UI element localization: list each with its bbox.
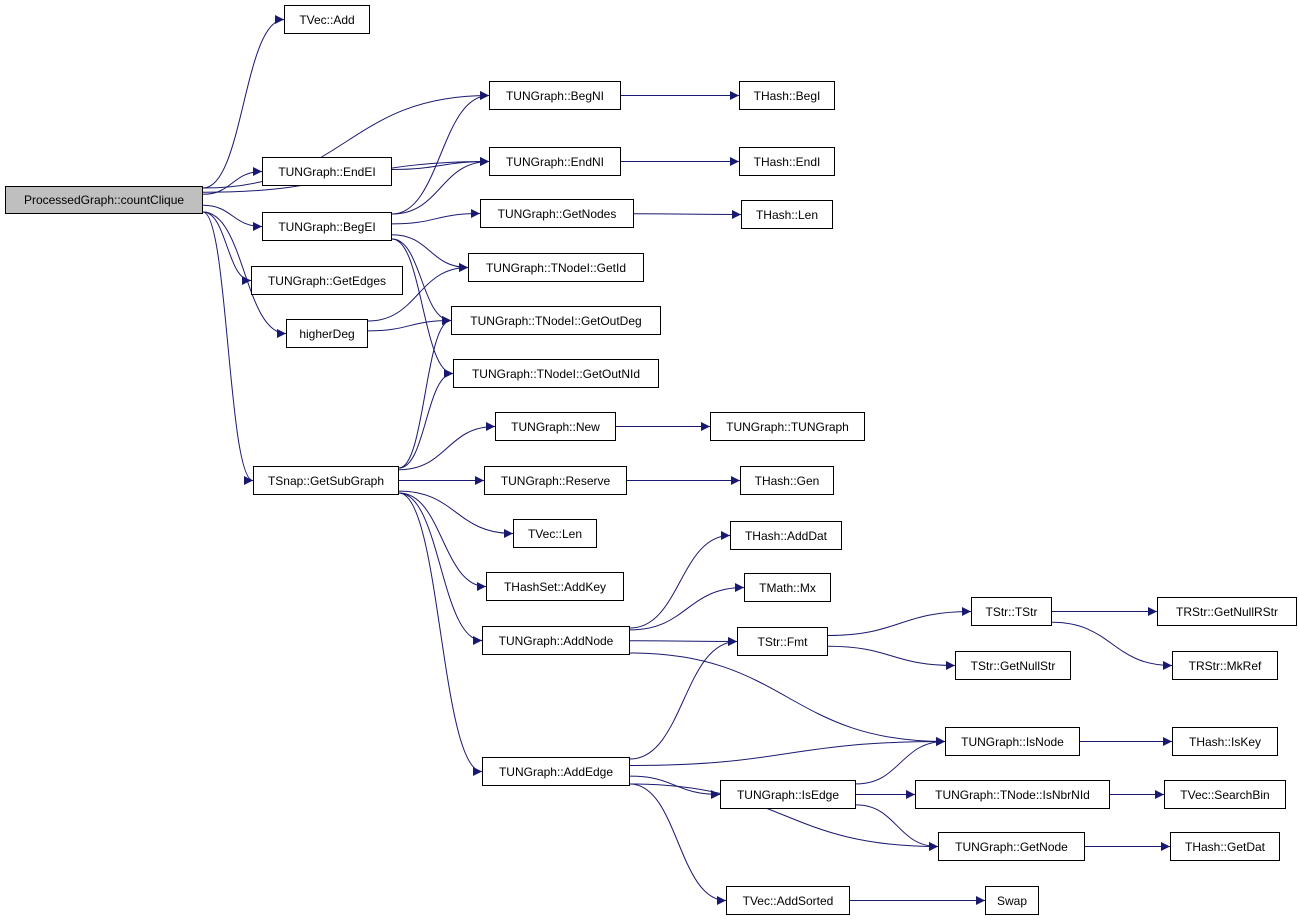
edge-beg-ei-to-beg-ni: [391, 91, 490, 215]
edge-beg-ei-to-get-out-nid: [391, 238, 454, 378]
edge-get-sub-graph-to-new-g: [398, 422, 496, 471]
edge-beg-ei-to-get-nodes: [391, 209, 481, 225]
edge-get-sub-graph-to-get-out-nid: [398, 369, 454, 469]
node-get-null-str[interactable]: TStr::GetNullStr: [955, 651, 1071, 680]
edge-tstr-to-mk-ref: [1051, 621, 1173, 670]
node-get-edges[interactable]: TUNGraph::GetEdges: [251, 266, 403, 295]
node-is-edge[interactable]: TUNGraph::IsEdge: [720, 780, 856, 809]
node-ctor[interactable]: TUNGraph::TUNGraph: [710, 412, 865, 441]
node-vec-add[interactable]: TVec::Add: [284, 5, 370, 34]
node-get-out-nid[interactable]: TUNGraph::TNodeI::GetOutNId: [453, 359, 659, 388]
edge-add-node-to-fmt: [629, 636, 738, 646]
node-swap[interactable]: Swap: [985, 886, 1039, 915]
edge-beg-ei-to-get-id: [391, 234, 469, 272]
edge-end-ei-to-end-ni: [391, 157, 490, 170]
node-end-ni[interactable]: TUNGraph::EndNI: [489, 147, 621, 176]
edge-count-clique-to-get-edges: [202, 211, 252, 285]
edge-get-sub-graph-to-add-edge: [398, 492, 483, 776]
edge-add-edge-to-get-node: [629, 783, 939, 851]
edge-count-clique-to-vec-add: [202, 15, 285, 189]
node-fmt[interactable]: TStr::Fmt: [737, 627, 828, 656]
node-higher-deg[interactable]: higherDeg: [286, 319, 368, 348]
edge-count-clique-to-get-sub-graph: [202, 211, 254, 485]
edge-higher-deg-to-get-out-deg: [367, 316, 452, 332]
edge-count-clique-to-higher-deg: [202, 211, 287, 338]
edge-add-node-to-add-dat: [629, 531, 731, 629]
edge-is-edge-to-is-node: [855, 737, 946, 785]
node-new-g[interactable]: TUNGraph::New: [495, 412, 616, 441]
node-is-key[interactable]: THash::IsKey: [1172, 727, 1278, 756]
node-add-dat[interactable]: THash::AddDat: [730, 521, 842, 550]
node-get-dat[interactable]: THash::GetDat: [1170, 832, 1280, 861]
node-hash-end-i[interactable]: THash::EndI: [739, 147, 835, 176]
node-is-nbr-nid[interactable]: TUNGraph::TNode::IsNbrNId: [915, 780, 1110, 809]
node-is-node[interactable]: TUNGraph::IsNode: [945, 727, 1080, 756]
node-reserve[interactable]: TUNGraph::Reserve: [484, 466, 627, 495]
edge-beg-ei-to-end-ni: [391, 157, 490, 215]
node-get-null-rstr[interactable]: TRStr::GetNullRStr: [1157, 597, 1297, 626]
node-add-node[interactable]: TUNGraph::AddNode: [482, 626, 630, 655]
node-get-id[interactable]: TUNGraph::TNodeI::GetId: [468, 253, 644, 282]
edge-count-clique-to-beg-ei: [202, 204, 263, 231]
node-get-out-deg[interactable]: TUNGraph::TNodeI::GetOutDeg: [451, 306, 661, 335]
edge-add-edge-to-is-edge: [629, 775, 721, 799]
node-hash-len[interactable]: THash::Len: [741, 200, 833, 229]
node-beg-ei[interactable]: TUNGraph::BegEI: [262, 212, 392, 241]
node-add-key[interactable]: THashSet::AddKey: [486, 572, 624, 601]
edge-add-node-to-mx: [629, 583, 745, 631]
edge-add-edge-to-fmt: [629, 637, 738, 760]
edge-get-sub-graph-to-vec-len: [398, 490, 514, 538]
edge-add-node-to-is-node: [629, 652, 946, 746]
node-get-sub-graph[interactable]: TSnap::GetSubGraph: [253, 466, 399, 495]
node-tstr[interactable]: TStr::TStr: [971, 597, 1052, 626]
edge-count-clique-to-end-ei: [202, 167, 263, 195]
edge-get-nodes-to-hash-len: [633, 209, 742, 219]
node-hash-beg-i[interactable]: THash::BegI: [739, 81, 835, 110]
node-add-sorted[interactable]: TVec::AddSorted: [726, 886, 850, 915]
edge-is-edge-to-get-node: [855, 804, 939, 851]
edge-count-clique-to-beg-ni: [202, 91, 490, 189]
node-mx[interactable]: TMath::Mx: [744, 573, 831, 602]
node-end-ei[interactable]: TUNGraph::EndEI: [262, 157, 392, 186]
edge-higher-deg-to-get-id: [367, 263, 469, 322]
node-add-edge[interactable]: TUNGraph::AddEdge: [482, 757, 630, 786]
node-search-bin[interactable]: TVec::SearchBin: [1164, 780, 1286, 809]
edge-fmt-to-tstr: [827, 607, 972, 636]
node-count-clique: ProcessedGraph::countClique: [5, 186, 203, 214]
edge-add-edge-to-is-node: [629, 737, 946, 766]
edge-add-edge-to-add-sorted: [629, 783, 727, 905]
node-get-node[interactable]: TUNGraph::GetNode: [938, 832, 1085, 861]
edge-fmt-to-get-null-str: [827, 645, 956, 670]
node-vec-len[interactable]: TVec::Len: [513, 519, 597, 548]
node-beg-ni[interactable]: TUNGraph::BegNI: [489, 81, 621, 110]
edge-get-sub-graph-to-add-key: [398, 492, 487, 591]
edge-get-sub-graph-to-add-node: [398, 492, 483, 645]
node-get-nodes[interactable]: TUNGraph::GetNodes: [480, 199, 634, 228]
node-mk-ref[interactable]: TRStr::MkRef: [1172, 651, 1278, 680]
node-hash-gen[interactable]: THash::Gen: [740, 466, 834, 495]
edge-get-sub-graph-to-get-out-deg: [398, 316, 452, 469]
